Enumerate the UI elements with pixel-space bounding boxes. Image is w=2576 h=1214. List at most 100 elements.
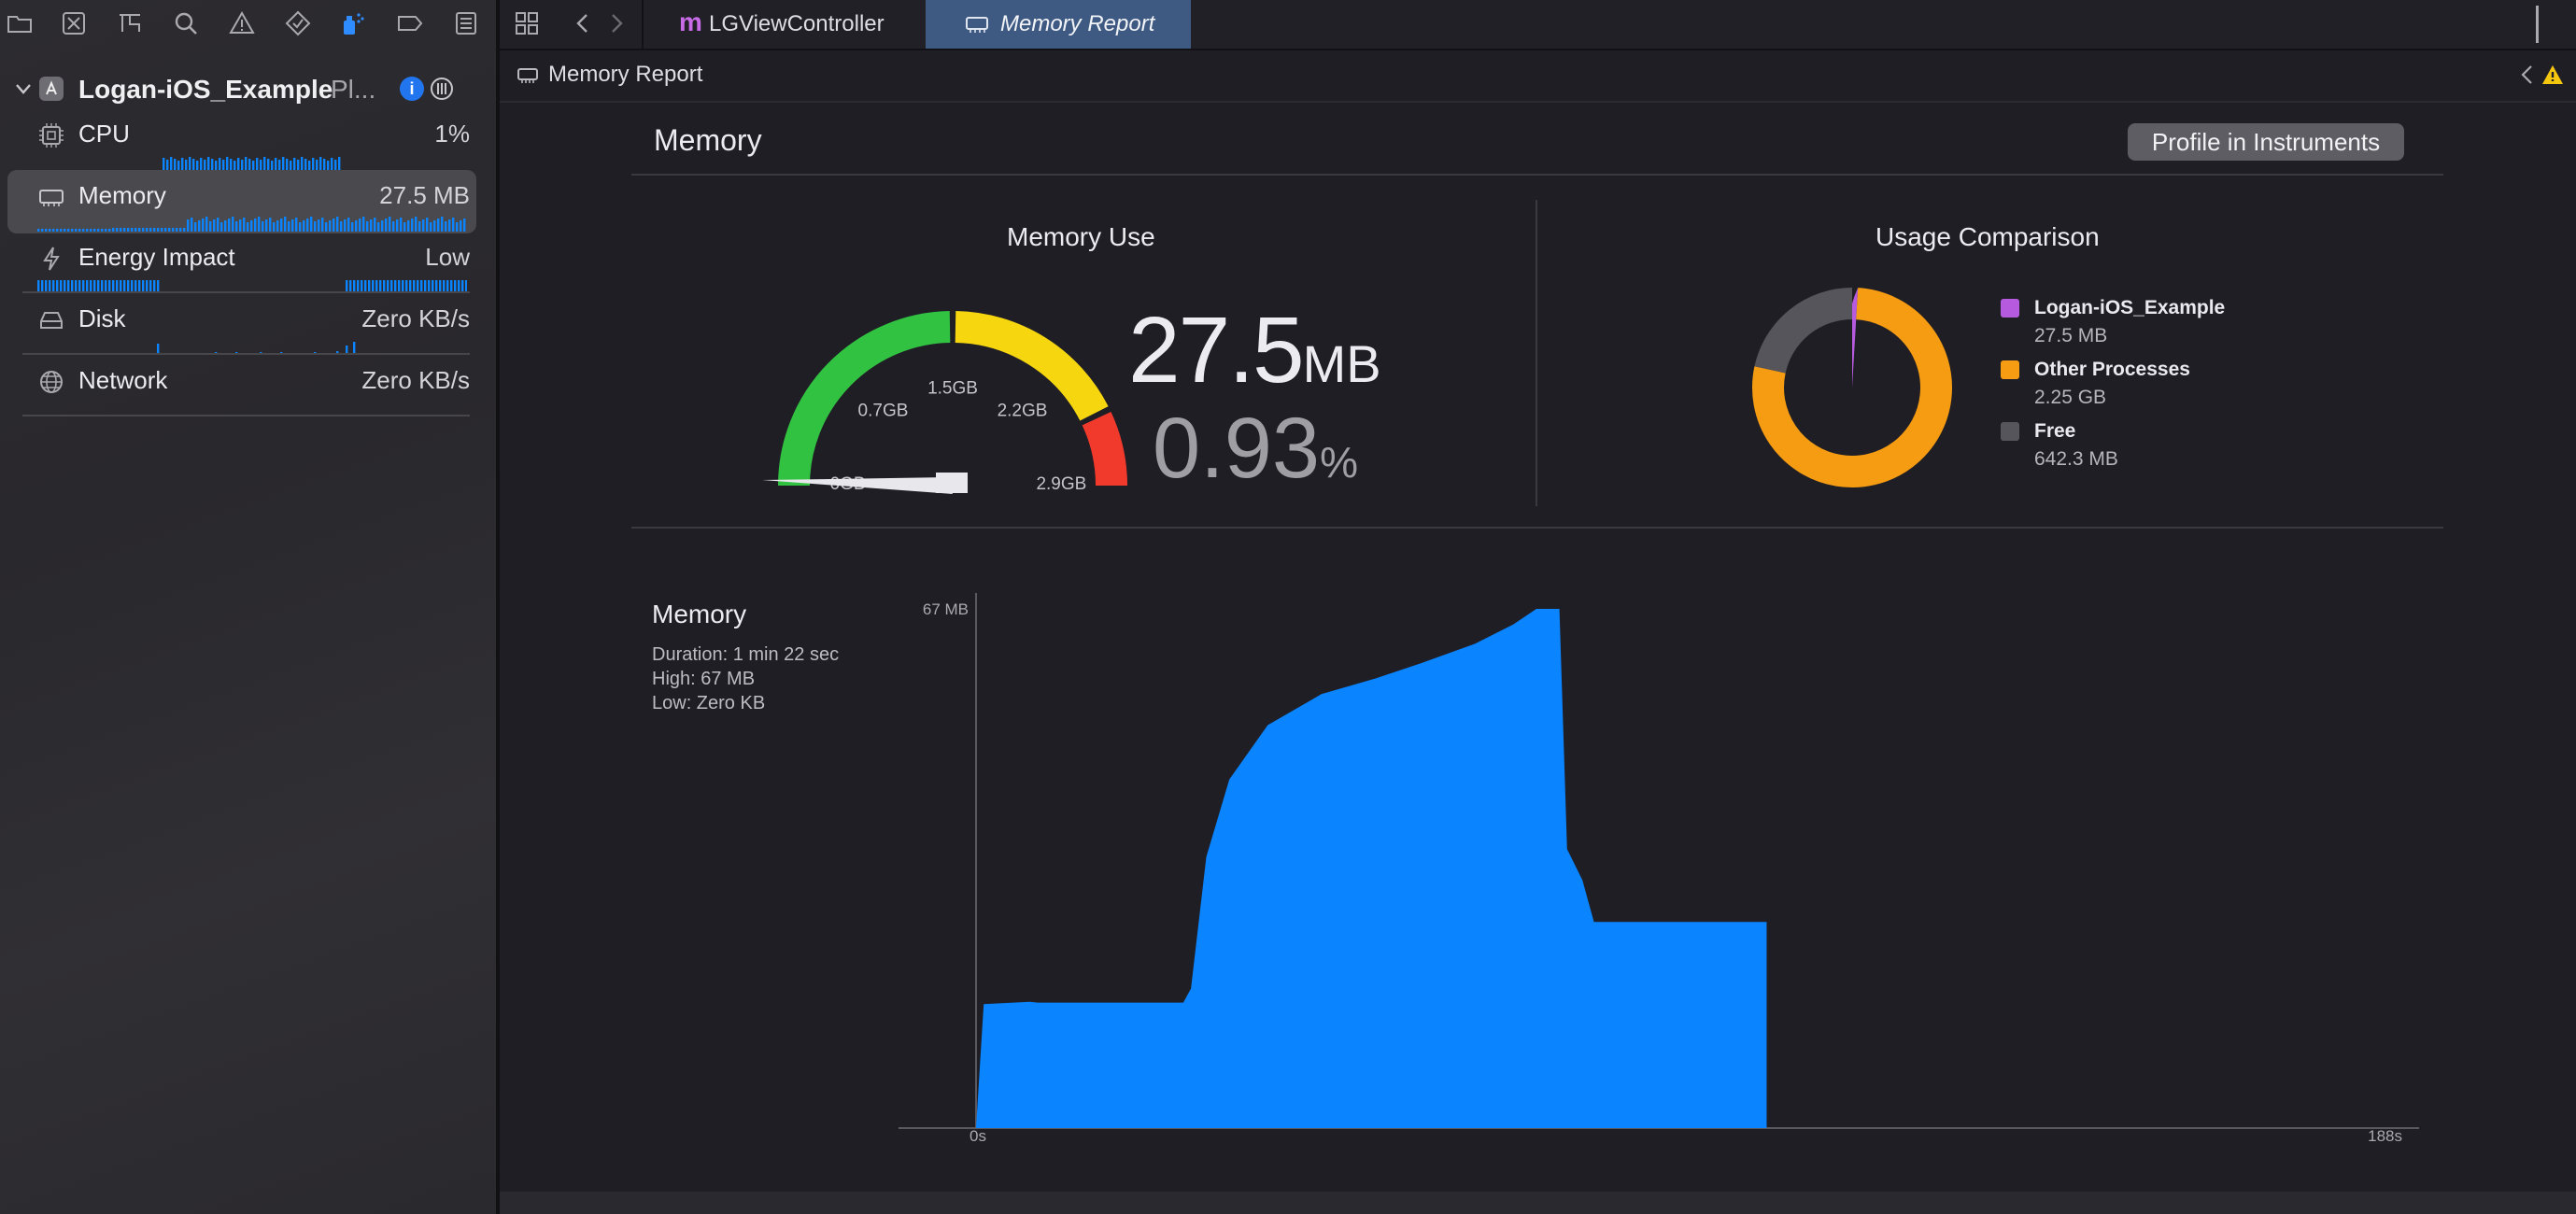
search-icon[interactable] bbox=[172, 9, 200, 37]
sparkline-bar bbox=[161, 228, 163, 232]
timeline-duration: Duration: 1 min 22 sec bbox=[652, 644, 840, 665]
gauge-label: Disk bbox=[78, 304, 126, 332]
sparkline-bar bbox=[383, 280, 386, 293]
warning-icon[interactable] bbox=[228, 9, 256, 37]
gauge-row-network[interactable]: Network Zero KB/s bbox=[0, 355, 496, 416]
forward-chevron-icon[interactable] bbox=[604, 11, 629, 35]
tab-lgviewcontroller[interactable]: m LGViewController bbox=[644, 0, 924, 49]
sparkline-bar bbox=[381, 220, 384, 232]
grid-icon[interactable] bbox=[513, 9, 541, 37]
sparkline-bar bbox=[389, 217, 391, 232]
globe-icon bbox=[37, 368, 65, 396]
inspector-toggle-icon[interactable] bbox=[2536, 6, 2544, 43]
test-diamond-icon[interactable] bbox=[284, 9, 312, 37]
sparkline-bar bbox=[219, 158, 221, 170]
sparkline-bar bbox=[149, 228, 152, 232]
divider bbox=[642, 0, 644, 49]
sparkline-bar bbox=[192, 159, 195, 170]
sparkline-bar bbox=[116, 228, 119, 232]
sparkline-bar bbox=[75, 280, 78, 293]
sparkline-bar bbox=[413, 280, 416, 293]
sparkline-bar bbox=[271, 161, 274, 170]
sparkline-bar bbox=[374, 218, 376, 232]
sparkline-bar bbox=[93, 229, 96, 232]
folder-icon[interactable] bbox=[6, 9, 34, 37]
sparkline-bar bbox=[200, 158, 203, 170]
m-file-icon: m bbox=[679, 7, 702, 36]
warning-icon[interactable] bbox=[2541, 64, 2564, 86]
sparkline-bar bbox=[273, 222, 276, 232]
sparkline-bar bbox=[52, 229, 55, 232]
sparkline-bar bbox=[293, 158, 296, 170]
sparkline-bar bbox=[329, 220, 332, 232]
back-chevron-icon[interactable] bbox=[571, 11, 595, 35]
sparkline-bar bbox=[157, 228, 160, 232]
sparkline-bar bbox=[456, 222, 459, 232]
sparkline-bar bbox=[205, 217, 208, 232]
sparkline-bar bbox=[297, 160, 300, 170]
sparkline-bar bbox=[105, 280, 107, 293]
separator bbox=[631, 527, 2443, 529]
sparkline-bar bbox=[75, 229, 78, 232]
divider bbox=[1536, 200, 1537, 506]
disclosure-chevron-icon[interactable] bbox=[13, 78, 34, 99]
separator bbox=[631, 174, 2443, 176]
disk-icon bbox=[37, 306, 65, 334]
sparkline-bar bbox=[101, 280, 104, 293]
sparkline-bar bbox=[364, 280, 367, 293]
sparkline-bar bbox=[71, 280, 74, 293]
sparkline-bar bbox=[52, 280, 55, 293]
threads-icon[interactable] bbox=[430, 77, 454, 101]
sparkline-bar bbox=[204, 160, 206, 170]
sparkline-bar bbox=[415, 217, 418, 232]
jump-bar: Memory Report bbox=[500, 50, 2576, 103]
target-row[interactable]: Logan-iOS_Example Pl... i bbox=[0, 67, 496, 114]
sparkline-bar bbox=[101, 229, 104, 232]
gauge-row-cpu[interactable]: CPU 1% bbox=[0, 108, 496, 170]
profile-in-instruments-button[interactable]: Profile in Instruments bbox=[2128, 123, 2404, 161]
breakpoint-icon[interactable] bbox=[396, 9, 424, 37]
sparkline-bar bbox=[392, 221, 395, 232]
gauge-row-disk[interactable]: Disk Zero KB/s bbox=[0, 293, 496, 355]
gauge-tick-label: 0.7GB bbox=[858, 401, 909, 420]
target-suffix: Pl... bbox=[331, 75, 376, 104]
sparkline-bar bbox=[108, 280, 111, 293]
tab-memory-report[interactable]: Memory Report bbox=[926, 0, 1191, 49]
sparkline-bar bbox=[368, 280, 371, 293]
x-end-label: 188s bbox=[2368, 1127, 2402, 1145]
report-icon[interactable] bbox=[452, 9, 480, 37]
sparkline-bar bbox=[164, 228, 167, 232]
sparkline-bar bbox=[418, 221, 421, 232]
sparkline-bar bbox=[276, 220, 279, 232]
jumpbar-title[interactable]: Memory Report bbox=[548, 62, 703, 87]
sparkline-bar bbox=[49, 280, 51, 293]
sparkline-bar bbox=[396, 219, 399, 232]
gauge-tick-label: 2.9GB bbox=[1036, 474, 1086, 494]
bottom-bar bbox=[500, 1192, 2576, 1214]
sparkline-bar bbox=[123, 280, 126, 293]
sparkline-bar bbox=[198, 220, 201, 232]
sparkline-bar bbox=[454, 280, 457, 293]
sparkline-bar bbox=[207, 157, 210, 170]
sparkline-bar bbox=[448, 219, 451, 232]
cpu-icon bbox=[37, 121, 65, 149]
sparkline-bar bbox=[166, 160, 169, 170]
back-chevron-icon[interactable] bbox=[2517, 64, 2538, 86]
donut-slice-app bbox=[1852, 288, 1859, 388]
y-max-label: 67 MB bbox=[923, 600, 969, 618]
gauge-row-memory[interactable]: Memory 27.5 MB bbox=[0, 170, 496, 232]
sparkline-bar bbox=[112, 280, 115, 293]
sparkline-bar bbox=[105, 229, 107, 232]
sparkline-bar bbox=[245, 157, 248, 170]
sparkline-bar bbox=[304, 159, 307, 170]
debug-spray-icon[interactable] bbox=[338, 9, 366, 37]
tab-label: Memory Report bbox=[1000, 11, 1155, 36]
sparkline-bar bbox=[170, 157, 173, 170]
sparkline-bar bbox=[191, 218, 193, 232]
gauge-row-energy[interactable]: Energy Impact Low bbox=[0, 232, 496, 293]
sparkline-bar bbox=[426, 218, 429, 232]
sparkline-bar bbox=[362, 217, 365, 232]
info-icon[interactable]: i bbox=[400, 77, 424, 101]
hierarchy-icon[interactable] bbox=[116, 9, 144, 37]
source-control-icon[interactable] bbox=[60, 9, 88, 37]
